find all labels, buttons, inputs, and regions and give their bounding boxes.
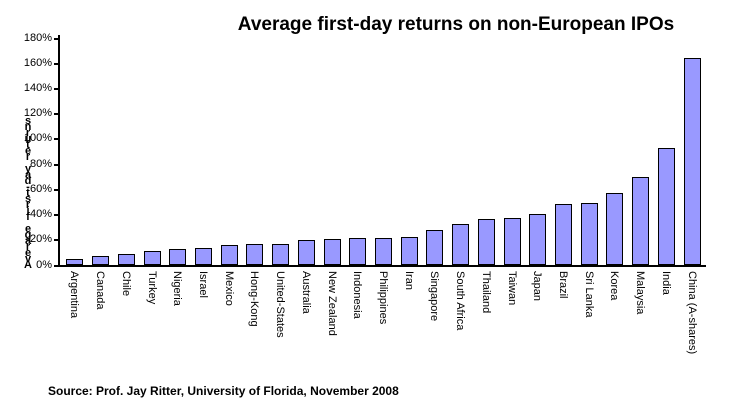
bar-nigeria	[169, 248, 187, 265]
x-cat-label-turkey: Turkey	[145, 271, 158, 305]
y-axis-title-char: t	[26, 187, 30, 199]
x-cat-label-united-states: United-States	[274, 271, 287, 338]
y-tick-label: 60%	[29, 182, 52, 195]
y-tick-mark	[54, 138, 59, 141]
x-axis-line	[56, 265, 706, 267]
bar-new-zealand	[323, 239, 341, 265]
bar-taiwan	[503, 218, 521, 265]
y-axis-title-char: v	[24, 253, 32, 265]
x-cat-label-chile: Chile	[119, 271, 132, 297]
x-cat-label-singapore: Singapore	[428, 271, 441, 322]
y-tick-label: 160%	[23, 56, 52, 69]
source-note: Source: Prof. Jay Ritter, University of …	[48, 384, 399, 398]
y-tick-label: 20%	[29, 233, 52, 246]
y-axis-title-char: e	[24, 247, 32, 259]
y-tick-label: 180%	[23, 31, 52, 44]
y-axis-title-char: a	[24, 169, 32, 181]
y-tick-label: 0%	[36, 258, 52, 271]
bar-brazil	[555, 203, 573, 265]
y-axis-title-char: r	[25, 151, 31, 163]
bar-turkey	[143, 251, 161, 265]
x-cat-label-india: India	[659, 271, 672, 295]
bar-sri-lanka	[580, 203, 598, 265]
y-axis-title-char: s	[24, 193, 32, 205]
y-axis-title-char: e	[24, 145, 32, 157]
y-axis-title-char: y	[24, 163, 32, 175]
x-cat-label-china-a-shares-: China (A-shares)	[685, 271, 698, 355]
y-axis-title-char: i	[26, 205, 30, 217]
bar-canada	[92, 256, 110, 265]
bar-hong-kong	[246, 244, 264, 265]
y-axis-line	[58, 35, 60, 266]
x-cat-label-hong-kong: Hong-Kong	[248, 271, 261, 327]
x-cat-label-mexico: Mexico	[222, 271, 235, 306]
y-tick-mark	[54, 87, 59, 90]
y-tick-label: 100%	[23, 132, 52, 145]
y-axis-title-char: a	[24, 235, 32, 247]
y-tick-mark	[54, 239, 59, 242]
y-axis-title-char: d	[24, 175, 32, 187]
x-cat-label-israel: Israel	[196, 271, 209, 298]
y-tick-mark	[54, 163, 59, 166]
y-tick-mark	[54, 113, 59, 116]
bar-philippines	[375, 238, 392, 265]
bar-japan	[529, 214, 547, 265]
bar-malaysia	[632, 177, 650, 265]
bar-china-a-shares-	[683, 57, 701, 265]
bar-thailand	[477, 218, 495, 265]
y-axis-title-char: t	[26, 139, 30, 151]
y-tick-label: 40%	[29, 208, 52, 221]
bar-korea	[606, 193, 624, 265]
x-cat-label-indonesia: Indonesia	[351, 271, 364, 319]
y-axis-title-char: n	[24, 121, 32, 133]
x-cat-label-malaysia: Malaysia	[634, 271, 647, 315]
x-cat-label-iran: Iran	[402, 271, 415, 290]
y-tick-label: 120%	[23, 107, 52, 120]
bar-israel	[194, 247, 212, 265]
x-cat-label-new-zealand: New Zealand	[325, 271, 338, 336]
y-tick-label: 80%	[29, 157, 52, 170]
y-axis-title-char: g	[24, 229, 32, 241]
chart-title: Average first-day returns on non-Europea…	[237, 14, 675, 35]
y-axis-title-char: -	[26, 181, 30, 193]
x-cat-label-canada: Canada	[94, 271, 107, 310]
y-axis-title-char: A	[24, 259, 32, 271]
bar-australia	[297, 240, 315, 265]
y-tick-mark	[54, 62, 59, 65]
y-axis-title-char: r	[25, 127, 31, 139]
x-cat-label-philippines: Philippines	[377, 271, 389, 325]
y-axis-title-char: f	[26, 211, 30, 223]
y-axis-title-char: r	[25, 241, 31, 253]
x-cat-label-argentina: Argentina	[68, 271, 81, 319]
x-cat-label-thailand: Thailand	[479, 271, 492, 314]
bar-united-states	[272, 243, 290, 265]
x-cat-label-taiwan: Taiwan	[505, 271, 518, 306]
bar-singapore	[426, 230, 444, 265]
x-cat-label-japan: Japan	[531, 271, 544, 301]
bar-mexico	[220, 244, 238, 265]
y-tick-label: 140%	[23, 81, 52, 94]
x-cat-label-brazil: Brazil	[557, 271, 570, 299]
y-axis-title-char: u	[24, 133, 32, 145]
x-cat-label-australia: Australia	[299, 271, 312, 314]
bar-south-africa	[452, 223, 470, 265]
x-cat-label-korea: Korea	[608, 271, 621, 301]
x-cat-label-nigeria: Nigeria	[171, 271, 184, 306]
y-axis-title-char: e	[24, 223, 32, 235]
y-axis-title-char: s	[24, 115, 32, 127]
bar-argentina	[66, 259, 84, 265]
bar-india	[657, 148, 675, 265]
y-tick-mark	[54, 214, 59, 217]
y-tick-mark	[54, 37, 59, 40]
x-cat-label-south-africa: South Africa	[454, 271, 467, 331]
bar-iran	[400, 236, 418, 265]
bar-chile	[117, 254, 135, 265]
bar-indonesia	[349, 238, 367, 265]
y-tick-mark	[54, 188, 59, 191]
y-axis-title-char: r	[25, 199, 31, 211]
x-cat-label-sri-lanka: Sri Lanka	[582, 271, 595, 318]
